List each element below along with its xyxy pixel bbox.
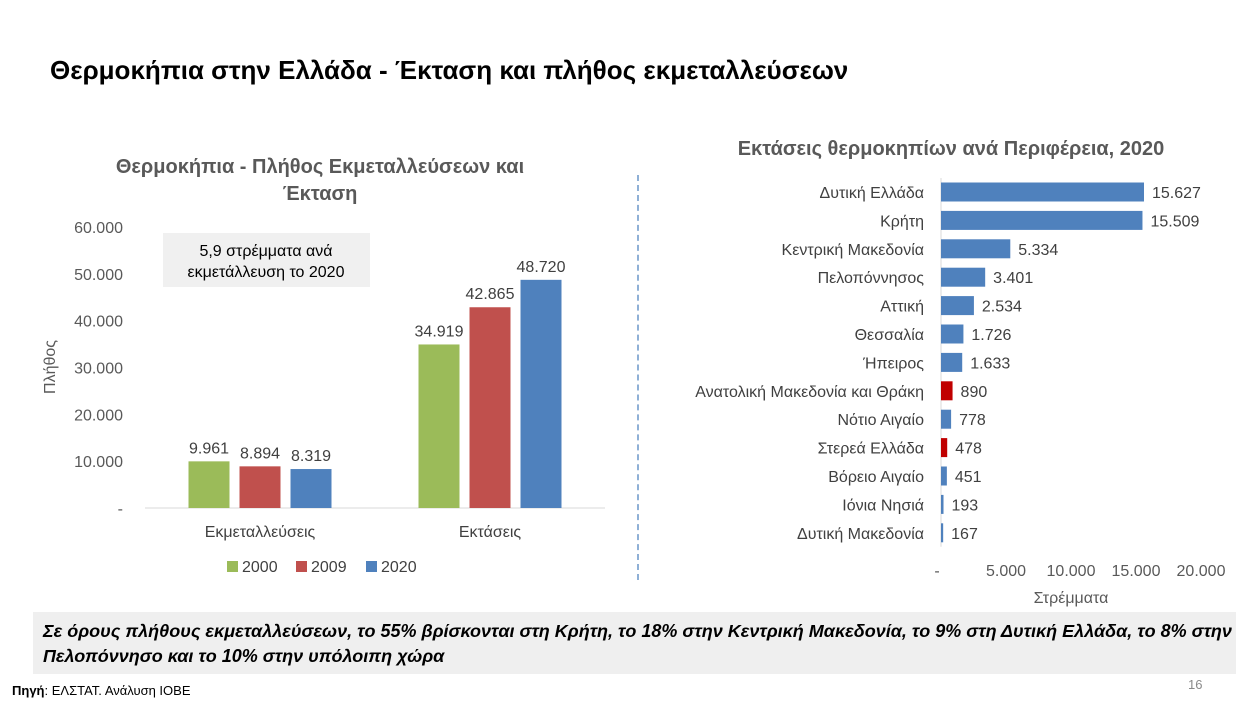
left-chart-category-label: Εκμεταλλεύσεις bbox=[205, 524, 316, 541]
page-title: Θερμοκήπια στην Ελλάδα - Έκταση και πλήθ… bbox=[50, 55, 849, 85]
left-chart-title-line: Θερμοκήπια - Πλήθος Εκμεταλλεύσεων και bbox=[116, 156, 524, 178]
right-chart-data-label: 193 bbox=[952, 497, 979, 514]
right-chart-bar bbox=[941, 324, 964, 344]
left-chart-annotation-line: 5,9 στρέμματα ανά bbox=[199, 243, 332, 260]
right-chart-data-label: 5.334 bbox=[1018, 242, 1058, 259]
page-number: 16 bbox=[1188, 677, 1203, 692]
right-chart-category-label: Δυτική Ελλάδα bbox=[820, 185, 925, 202]
summary-text: Σε όρους πλήθους εκμεταλλεύσεων, το 55% … bbox=[43, 621, 1232, 666]
greenhouse-count-area-chart: Θερμοκήπια - Πλήθος Εκμεταλλεύσεων και Έκ… bbox=[42, 156, 605, 576]
right-chart-bar bbox=[941, 438, 948, 458]
right-chart-data-label: 3.401 bbox=[993, 270, 1033, 287]
right-chart-category-label: Κεντρική Μακεδονία bbox=[782, 242, 924, 259]
right-chart-data-label: 1.726 bbox=[971, 327, 1011, 344]
left-chart-data-label: 42.865 bbox=[466, 286, 515, 303]
left-chart-legend-swatch bbox=[296, 561, 307, 572]
right-chart-category-label: Νότιο Αιγαίο bbox=[838, 412, 925, 429]
left-chart-bar bbox=[520, 279, 562, 508]
left-chart-ytick: 30.000 bbox=[74, 361, 123, 378]
right-chart-bar bbox=[941, 296, 974, 316]
left-chart-data-label: 8.894 bbox=[240, 445, 280, 462]
right-chart-bar bbox=[941, 267, 986, 287]
left-chart-ylabel: Πλήθος bbox=[42, 340, 59, 394]
left-chart-title-line: Έκταση bbox=[283, 183, 358, 205]
right-chart-xtick: - bbox=[934, 563, 939, 580]
left-chart-data-label: 8.319 bbox=[291, 448, 331, 465]
left-chart-ytick: - bbox=[118, 501, 123, 518]
left-chart-bar bbox=[469, 307, 511, 508]
right-chart-bar bbox=[941, 352, 963, 372]
right-chart-data-label: 167 bbox=[951, 526, 978, 543]
right-chart-bar bbox=[941, 381, 953, 401]
left-chart-bar bbox=[188, 461, 230, 508]
right-chart-bar bbox=[941, 466, 947, 486]
right-chart-category-label: Ήπειρος bbox=[862, 355, 924, 372]
left-chart-ytick: 10.000 bbox=[74, 454, 123, 471]
left-chart-legend-swatch bbox=[366, 561, 377, 572]
right-chart-data-label: 15.509 bbox=[1150, 213, 1199, 230]
right-chart-category-label: Ιόνια Νησιά bbox=[842, 497, 924, 514]
left-chart-data-label: 9.961 bbox=[189, 440, 229, 457]
right-chart-category-label: Ανατολική Μακεδονία και Θράκη bbox=[695, 384, 924, 401]
right-chart-category-label: Δυτική Μακεδονία bbox=[797, 526, 924, 543]
left-chart-bar bbox=[290, 469, 332, 508]
left-chart-ytick: 50.000 bbox=[74, 267, 123, 284]
right-chart-category-label: Βόρειο Αιγαίο bbox=[828, 469, 924, 486]
source-text: : ΕΛΣΤΑΤ. Ανάλυση ΙΟΒΕ bbox=[44, 683, 191, 698]
left-chart-data-label: 48.720 bbox=[517, 259, 566, 276]
right-chart-data-label: 778 bbox=[959, 412, 986, 429]
right-chart-xtick: 15.000 bbox=[1112, 563, 1161, 580]
right-chart-category-label: Κρήτη bbox=[880, 213, 924, 230]
right-chart-bar bbox=[941, 523, 944, 543]
summary-box: Σε όρους πλήθους εκμεταλλεύσεων, το 55% … bbox=[33, 612, 1236, 674]
left-chart-bar bbox=[418, 344, 460, 508]
left-chart-legend-label: 2020 bbox=[381, 559, 417, 576]
left-chart-legend-label: 2009 bbox=[311, 559, 347, 576]
right-chart-xlabel: Στρέμματα bbox=[1034, 590, 1109, 607]
left-chart-bar bbox=[239, 466, 281, 508]
right-chart-bar bbox=[941, 210, 1143, 230]
right-chart-title: Εκτάσεις θερμοκηπίων ανά Περιφέρεια, 202… bbox=[738, 138, 1165, 160]
source-label: Πηγή bbox=[12, 683, 45, 698]
left-chart-ytick: 40.000 bbox=[74, 314, 123, 331]
left-chart-category-label: Εκτάσεις bbox=[459, 524, 522, 541]
right-chart-data-label: 1.633 bbox=[970, 355, 1010, 372]
right-chart-category-label: Πελοπόννησος bbox=[818, 270, 925, 287]
left-chart-data-label: 34.919 bbox=[415, 323, 464, 340]
right-chart-data-label: 451 bbox=[955, 469, 982, 486]
right-chart-xtick: 10.000 bbox=[1047, 563, 1096, 580]
right-chart-bar bbox=[941, 182, 1144, 202]
right-chart-bar bbox=[941, 239, 1011, 259]
right-chart-data-label: 2.534 bbox=[982, 299, 1022, 316]
right-chart-xtick: 5.000 bbox=[986, 563, 1026, 580]
left-chart-ytick: 60.000 bbox=[74, 220, 123, 237]
left-chart-ytick: 20.000 bbox=[74, 407, 123, 424]
source-note: Πηγή: ΕΛΣΤΑΤ. Ανάλυση ΙΟΒΕ bbox=[12, 683, 191, 698]
right-chart-data-label: 15.627 bbox=[1152, 185, 1201, 202]
right-chart-data-label: 890 bbox=[961, 384, 988, 401]
right-chart-category-label: Θεσσαλία bbox=[855, 327, 924, 344]
chart-divider bbox=[637, 175, 639, 580]
right-chart-xtick: 20.000 bbox=[1177, 563, 1226, 580]
right-chart-data-label: 478 bbox=[955, 441, 982, 458]
left-chart-legend-label: 2000 bbox=[242, 559, 278, 576]
right-chart-bar bbox=[941, 409, 952, 429]
left-chart-annotation-line: εκμετάλλευση το 2020 bbox=[188, 264, 345, 281]
right-chart-bar bbox=[941, 494, 944, 514]
right-chart-category-label: Αττική bbox=[880, 299, 924, 316]
right-chart-category-label: Στερεά Ελλάδα bbox=[818, 441, 924, 458]
left-chart-legend-swatch bbox=[227, 561, 238, 572]
left-chart-annotation-box bbox=[163, 233, 370, 287]
region-area-chart: Εκτάσεις θερμοκηπίων ανά Περιφέρεια, 202… bbox=[695, 138, 1226, 607]
